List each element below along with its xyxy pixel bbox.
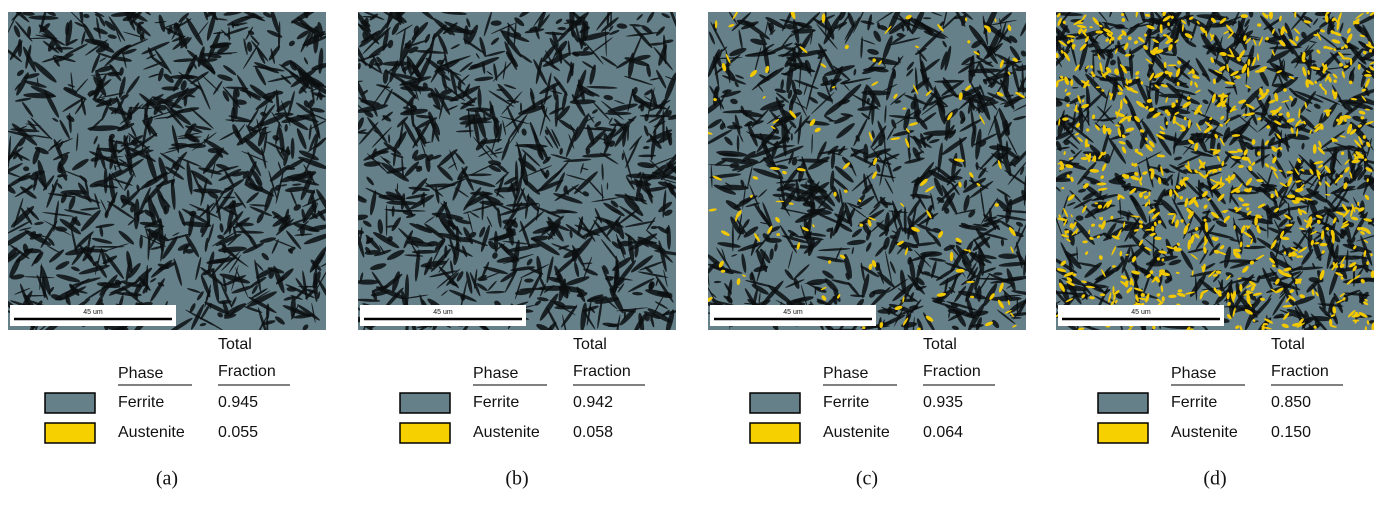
martensite-lath bbox=[605, 276, 613, 281]
header-total: Total bbox=[1271, 336, 1305, 353]
scale-bar-label: 45 um bbox=[1131, 309, 1151, 316]
header-total: Total bbox=[218, 336, 252, 353]
phase-name: Austenite bbox=[118, 424, 185, 441]
micrograph: 45 um bbox=[0, 1, 338, 341]
panel: 45 um Total Fraction Phase Ferrite 0.935 Auste… bbox=[696, 2, 1039, 490]
austenite-grain bbox=[776, 233, 780, 236]
austenite-grain bbox=[1269, 10, 1273, 19]
phase-name: Austenite bbox=[823, 424, 890, 441]
phase-fraction: 0.850 bbox=[1271, 394, 1311, 411]
micrograph: 45 um bbox=[1046, 2, 1376, 341]
scale-bar-label: 45 um bbox=[433, 309, 453, 316]
phase-swatch bbox=[45, 393, 95, 413]
phase-fraction: 0.055 bbox=[218, 424, 258, 441]
martensite-lath bbox=[1261, 139, 1265, 169]
panel: 45 um Total Fraction Phase Ferrite 0.945 Auste… bbox=[0, 1, 338, 490]
header-total: Total bbox=[923, 336, 957, 353]
panel-label: (d) bbox=[1203, 468, 1226, 490]
phase-name: Ferrite bbox=[823, 394, 869, 411]
phase-fraction: 0.942 bbox=[573, 394, 613, 411]
figure: 45 um Total Fraction Phase Ferrite 0.945 Auste… bbox=[0, 0, 1376, 502]
panel-label: (c) bbox=[856, 468, 878, 490]
panel-label: (b) bbox=[505, 468, 528, 490]
phase-swatch bbox=[400, 393, 450, 413]
phase-name: Austenite bbox=[473, 424, 540, 441]
header-phase: Phase bbox=[1171, 365, 1216, 382]
header-fraction: Fraction bbox=[1271, 363, 1329, 380]
header-phase: Phase bbox=[823, 365, 868, 382]
austenite-grain bbox=[956, 269, 965, 273]
panel-label: (a) bbox=[156, 468, 178, 490]
header-phase: Phase bbox=[473, 365, 518, 382]
panel: 45 um Total Fraction Phase Ferrite 0.942 Auste… bbox=[349, 0, 685, 490]
panel: 45 um Total Fraction Phase Ferrite 0.850 Auste… bbox=[1046, 2, 1376, 489]
martensite-lath bbox=[1076, 215, 1084, 220]
phase-fraction: 0.150 bbox=[1271, 424, 1311, 441]
phase-fraction: 0.064 bbox=[923, 424, 963, 441]
phase-swatch bbox=[1098, 393, 1148, 413]
austenite-grain bbox=[1151, 226, 1154, 232]
phase-fraction: 0.058 bbox=[573, 424, 613, 441]
header-total: Total bbox=[573, 336, 607, 353]
micrograph: 45 um bbox=[696, 2, 1039, 343]
martensite-lath bbox=[645, 314, 650, 322]
austenite-grain bbox=[1325, 90, 1327, 95]
phase-swatch bbox=[400, 423, 450, 443]
phase-swatch bbox=[1098, 423, 1148, 443]
martensite-lath bbox=[466, 107, 491, 112]
phase-swatch bbox=[750, 393, 800, 413]
header-fraction: Fraction bbox=[573, 363, 631, 380]
micrograph: 45 um bbox=[349, 0, 685, 345]
scale-bar-label: 45 um bbox=[83, 309, 103, 316]
phase-name: Ferrite bbox=[1171, 394, 1217, 411]
phase-fraction: 0.945 bbox=[218, 394, 258, 411]
scale-bar-label: 45 um bbox=[783, 309, 803, 316]
martensite-lath bbox=[1272, 84, 1286, 88]
phase-swatch bbox=[45, 423, 95, 443]
austenite-grain bbox=[1363, 135, 1366, 139]
phase-name: Austenite bbox=[1171, 424, 1238, 441]
header-fraction: Fraction bbox=[923, 363, 981, 380]
phase-name: Ferrite bbox=[118, 394, 164, 411]
austenite-grain bbox=[1286, 171, 1293, 174]
phase-swatch bbox=[750, 423, 800, 443]
header-fraction: Fraction bbox=[218, 363, 276, 380]
phase-fraction: 0.935 bbox=[923, 394, 963, 411]
phase-name: Ferrite bbox=[473, 394, 519, 411]
header-phase: Phase bbox=[118, 365, 163, 382]
